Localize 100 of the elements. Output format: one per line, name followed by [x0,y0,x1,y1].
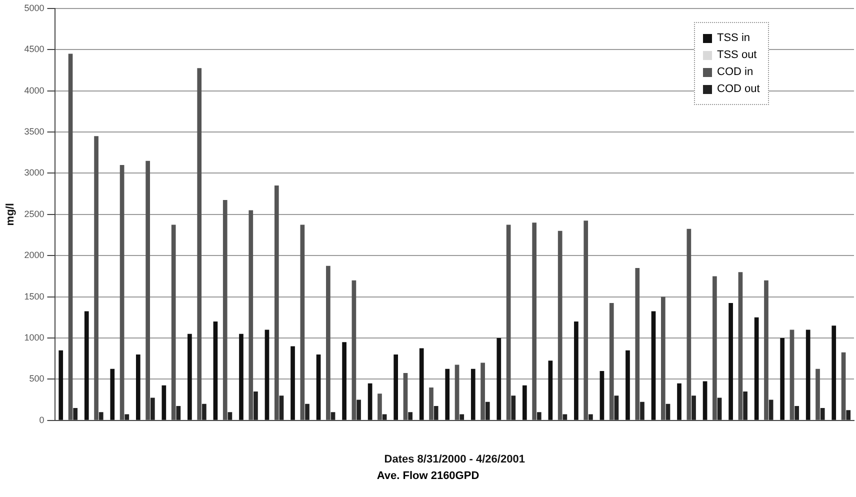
bar [574,322,578,420]
bar [609,302,614,420]
bar [600,370,604,420]
bar [454,364,460,420]
y-tick-label: 3500 [24,126,44,136]
bar [588,414,593,420]
y-tick-label: 4500 [24,44,44,54]
bar [832,326,836,420]
bar [738,272,743,420]
y-tick-label: 1500 [24,291,44,302]
bar [480,362,485,420]
bar [445,368,450,420]
bar [651,311,656,420]
bar [98,412,104,420]
bar [84,311,89,420]
legend-label: COD out [717,83,760,96]
bar [434,406,438,420]
bar [136,354,140,420]
bar [794,406,800,420]
y-tick-label: 4000 [24,85,44,96]
bar [584,220,588,420]
bar [429,387,434,420]
bar [764,280,768,420]
bar [356,400,361,420]
bar [460,414,464,420]
bar [677,383,682,420]
bar [290,346,295,420]
bar [162,385,166,420]
bar [300,224,305,420]
legend-label: TSS in [717,32,750,44]
bar [558,230,562,420]
bar [419,348,424,420]
bar [485,402,490,420]
bar [692,396,696,420]
bar [712,276,717,420]
bar [248,210,254,420]
bar [352,280,356,420]
bar [378,394,382,420]
bar [408,412,412,420]
bar [820,408,825,420]
bar [120,164,124,420]
bar [73,408,78,420]
bar [254,392,258,420]
bar [511,396,516,420]
bar [548,360,553,420]
bar [754,317,759,420]
bar [316,354,321,420]
bar [124,414,130,420]
bar [470,368,476,420]
bar [264,330,270,420]
bar [846,410,851,420]
y-tick-label: 500 [29,374,44,384]
bar [274,186,279,420]
bar [68,54,73,420]
bar [150,398,155,420]
text: Ave. Flow 2160GPD [376,470,480,482]
bar [228,412,232,420]
bar [743,392,748,420]
bar [702,381,708,420]
y-axis-title: mg/l [4,203,17,226]
legend-label: TSS out [717,49,757,62]
bar [635,268,640,420]
bar [728,302,733,420]
bar [522,385,527,420]
bar [614,396,619,420]
bar [58,350,64,420]
bar [717,398,722,420]
y-tick-label: 2500 [24,208,44,219]
y-tick-label: 3000 [24,168,44,178]
bar [342,342,346,420]
bar [326,266,330,420]
bar [666,404,670,420]
bar [330,412,336,420]
bar [626,350,630,420]
bar [640,402,644,420]
bar [202,404,206,420]
bar [506,224,511,420]
bar [806,330,810,420]
legend-label: COD in [717,66,754,78]
bar [816,368,820,420]
bar [213,322,218,420]
bar [368,383,372,420]
bar [394,354,398,420]
bar [222,200,228,420]
bar [171,224,176,420]
bar [768,400,774,420]
y-tick-label: 5000 [24,2,44,13]
bar [305,404,310,420]
bar [562,414,568,420]
bar [686,228,692,420]
bar [146,160,150,420]
x-axis-title: Dates 8/31/2000 - 4/26/2001 [384,453,525,466]
bar [110,368,115,420]
bar [94,136,98,420]
bar [496,338,502,420]
bar [197,68,202,420]
y-tick-label: 0 [39,414,44,425]
bar [532,222,536,420]
y-tick-label: 1000 [24,332,44,342]
bar [188,334,192,420]
